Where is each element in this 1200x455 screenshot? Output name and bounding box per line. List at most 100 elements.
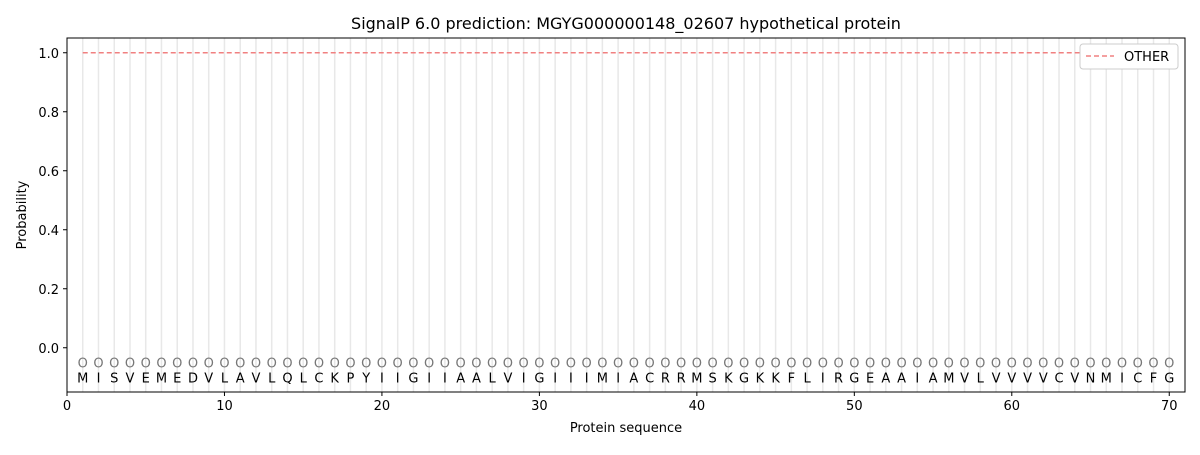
residue-label: D [188,371,198,386]
residue-label: I [821,371,825,386]
residue-label: C [314,371,323,386]
residue-label: I [585,371,589,386]
region-label: O [755,357,765,372]
residue-label: S [110,371,118,386]
region-label: O [393,357,403,372]
region-label: O [1038,357,1048,372]
region-label: O [959,357,969,372]
region-label: O [833,357,843,372]
region-label: O [707,357,717,372]
region-label: O [251,357,261,372]
region-label: O [267,357,277,372]
region-label: O [912,357,922,372]
residue-label: V [252,371,261,386]
region-label: O [597,357,607,372]
region-label: O [377,357,387,372]
residue-label: A [629,371,638,386]
residue-label: A [881,371,890,386]
region-label: O [519,357,529,372]
residue-label: G [1164,371,1174,386]
x-tick-label: 30 [531,399,548,414]
x-tick-label: 0 [63,399,71,414]
region-label: O [172,357,182,372]
region-label: O [896,357,906,372]
residue-label: L [803,371,811,386]
residue-label: I [522,371,526,386]
y-tick-label: 0.8 [38,106,59,121]
region-label: O [928,357,938,372]
region-label: O [770,357,780,372]
residue-label: R [677,371,686,386]
region-label: O [330,357,340,372]
residue-label: I [616,371,620,386]
residue-label: V [992,371,1001,386]
region-label: O [78,357,88,372]
region-label: O [125,357,135,372]
residue-label: I [1120,371,1124,386]
residue-label: L [300,371,308,386]
residue-label: V [503,371,512,386]
residue-label: R [661,371,670,386]
residue-label: L [268,371,276,386]
region-label: O [739,357,749,372]
region-label: O [1148,357,1158,372]
residue-label: N [1086,371,1096,386]
region-label: O [440,357,450,372]
residue-label: F [788,371,795,386]
region-label: O [944,357,954,372]
residue-label: I [569,371,573,386]
residue-label: A [456,371,465,386]
residue-label: L [977,371,985,386]
region-label: O [361,357,371,372]
region-label: O [188,357,198,372]
region-label: O [408,357,418,372]
residue-label: Q [282,371,292,386]
region-label: O [314,357,324,372]
residue-label: I [427,371,431,386]
residue-label: I [915,371,919,386]
region-label: O [345,357,355,372]
region-label: O [1054,357,1064,372]
residue-label: I [380,371,384,386]
residue-label: M [1101,371,1112,386]
residue-label: I [97,371,101,386]
region-label: O [1022,357,1032,372]
region-label: O [849,357,859,372]
x-axis-label: Protein sequence [570,421,682,436]
region-label: O [235,357,245,372]
residue-label: S [708,371,716,386]
residue-label: V [1023,371,1032,386]
y-tick-label: 0.4 [38,224,59,239]
region-label: O [471,357,481,372]
region-label: O [660,357,670,372]
residue-label: P [347,371,355,386]
y-axis-label: Probability [15,180,30,249]
x-tick-label: 60 [1004,399,1021,414]
region-label: O [802,357,812,372]
region-label: O [692,357,702,372]
residue-label: M [156,371,167,386]
region-label: O [1133,357,1143,372]
region-label: O [865,357,875,372]
region-label: O [282,357,292,372]
x-tick-label: 10 [216,399,233,414]
legend: OTHER [1079,43,1179,70]
region-label: O [503,357,513,372]
residue-label: C [645,371,654,386]
residue-label: E [142,371,150,386]
region-label: O [629,357,639,372]
region-label: O [786,357,796,372]
residue-label: A [472,371,481,386]
residue-label: Y [361,371,370,386]
region-label: O [204,357,214,372]
residue-label: V [1007,371,1016,386]
region-label: O [1007,357,1017,372]
residue-label: G [408,371,418,386]
chart-title: SignalP 6.0 prediction: MGYG000000148_02… [351,14,901,34]
region-label: O [723,357,733,372]
x-tick-label: 50 [846,399,863,414]
region-label: O [1070,357,1080,372]
region-label: O [881,357,891,372]
x-tick-label: 20 [374,399,391,414]
